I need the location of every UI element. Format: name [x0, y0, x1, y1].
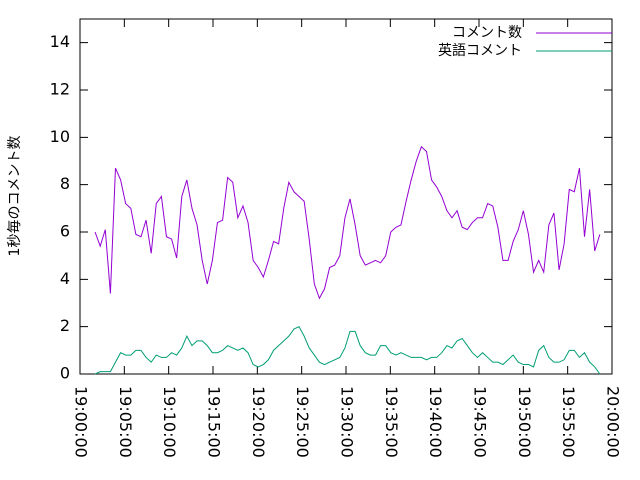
series-line: [94, 326, 601, 375]
x-tick-label: 19:10:00: [160, 386, 179, 458]
legend-label: コメント数: [452, 25, 522, 41]
y-tick-label: 14: [50, 32, 70, 51]
x-tick-label: 19:40:00: [426, 386, 445, 458]
x-tick-label: 19:30:00: [338, 386, 357, 458]
y-tick-label: 12: [50, 80, 70, 99]
y-tick-label: 4: [60, 269, 70, 288]
x-tick-label: 19:00:00: [72, 386, 91, 458]
x-tick-label: 19:50:00: [515, 386, 534, 458]
x-tick-label: 19:20:00: [249, 386, 268, 458]
x-tick-label: 19:35:00: [382, 386, 401, 458]
x-tick-label: 19:15:00: [205, 386, 224, 458]
series-line: [94, 145, 601, 300]
plot-frame: [79, 18, 613, 375]
x-tick-label: 19:05:00: [116, 386, 135, 458]
x-tick-label: 19:45:00: [471, 386, 490, 458]
y-axis-label: 1秒毎のコメント数: [7, 136, 23, 257]
x-tick-label: 19:25:00: [293, 386, 312, 458]
y-tick-label: 6: [60, 222, 70, 241]
legend-label: 英語コメント: [438, 42, 522, 59]
x-tick-label: 19:55:00: [559, 386, 578, 458]
y-tick-label: 10: [50, 127, 70, 146]
x-tick-label: 20:00:00: [604, 386, 623, 458]
y-tick-label: 2: [60, 316, 70, 335]
y-tick-label: 0: [60, 364, 70, 383]
y-tick-label: 8: [60, 174, 70, 193]
